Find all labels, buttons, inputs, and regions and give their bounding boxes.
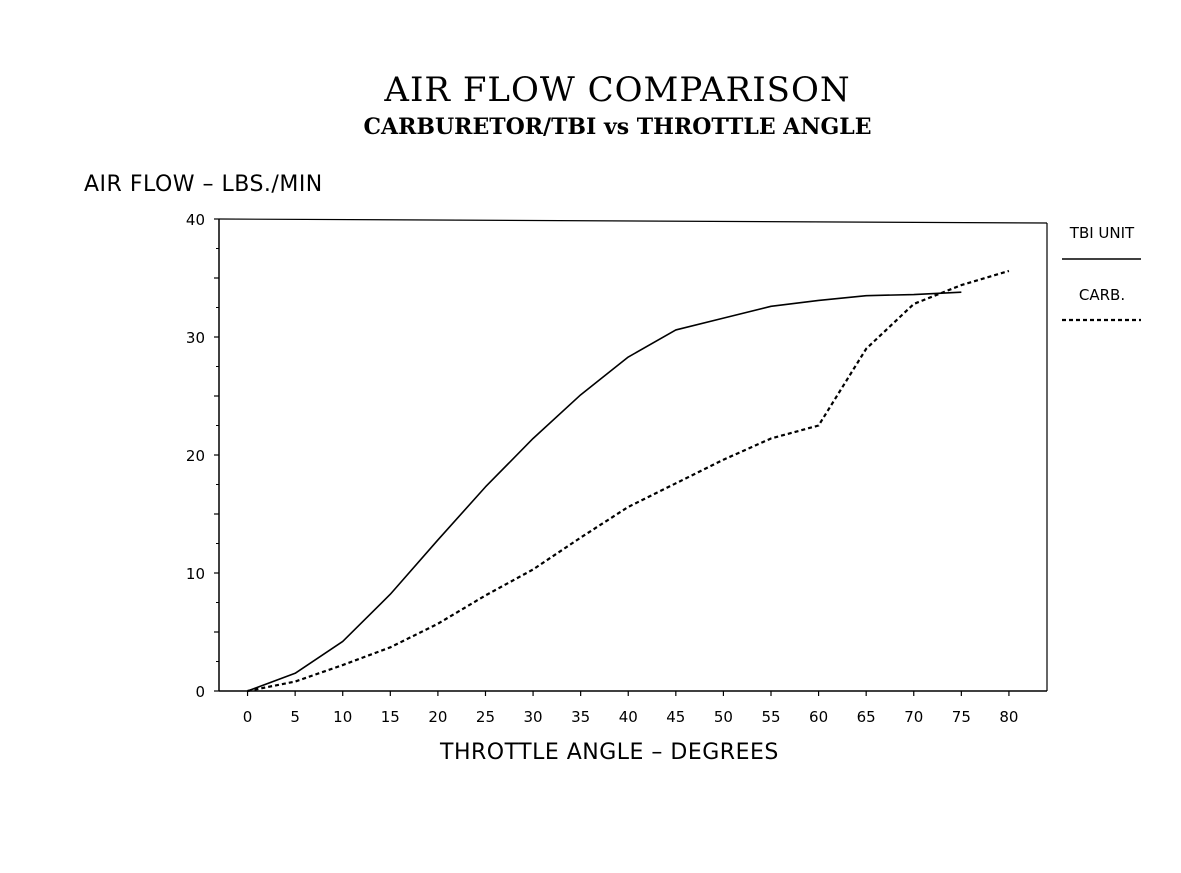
x-tick-label: 40 [619, 708, 638, 726]
x-tick-label: 65 [857, 708, 876, 726]
carb-series-line [247, 269, 1010, 693]
tbi-series-line [247, 291, 962, 692]
x-axis-ticks: 0 5 10 15 20 25 30 35 40 45 50 55 60 65 70 75 80 [243, 691, 1018, 726]
y-axis-label: AIR FLOW – LBS./MIN [84, 172, 323, 197]
y-axis-ticks: 0 10 20 30 40 [186, 211, 219, 701]
x-tick-label: 15 [381, 708, 400, 726]
x-tick-label: 60 [809, 708, 828, 726]
plot-frame [218, 218, 1048, 692]
x-tick-label: 10 [333, 708, 352, 726]
x-tick-label: 45 [666, 708, 685, 726]
legend-label: CARB. [1079, 286, 1125, 304]
x-tick-label: 55 [761, 708, 780, 726]
x-axis-label: THROTTLE ANGLE – DEGREES [440, 740, 779, 765]
y-tick-label: 30 [186, 329, 205, 347]
series-lines [247, 269, 1010, 693]
x-tick-label: 25 [476, 708, 495, 726]
x-tick-label: 0 [243, 708, 253, 726]
legend: TBI UNIT CARB. [1062, 224, 1141, 322]
plot-top-border [218, 218, 1048, 224]
y-tick-label: 0 [195, 683, 205, 701]
x-tick-label: 80 [999, 708, 1018, 726]
legend-label: TBI UNIT [1069, 224, 1135, 242]
x-tick-label: 50 [714, 708, 733, 726]
x-tick-label: 35 [571, 708, 590, 726]
x-tick-label: 75 [952, 708, 971, 726]
x-tick-label: 20 [428, 708, 447, 726]
y-tick-label: 10 [186, 565, 205, 583]
x-tick-label: 70 [904, 708, 923, 726]
chart-subtitle: CARBURETOR/TBI vs THROTTLE ANGLE [363, 114, 872, 140]
y-tick-label: 20 [186, 447, 205, 465]
y-tick-label: 40 [186, 211, 205, 229]
x-tick-label: 30 [524, 708, 543, 726]
chart-title: AIR FLOW COMPARISON [384, 70, 851, 110]
x-tick-label: 5 [290, 708, 300, 726]
